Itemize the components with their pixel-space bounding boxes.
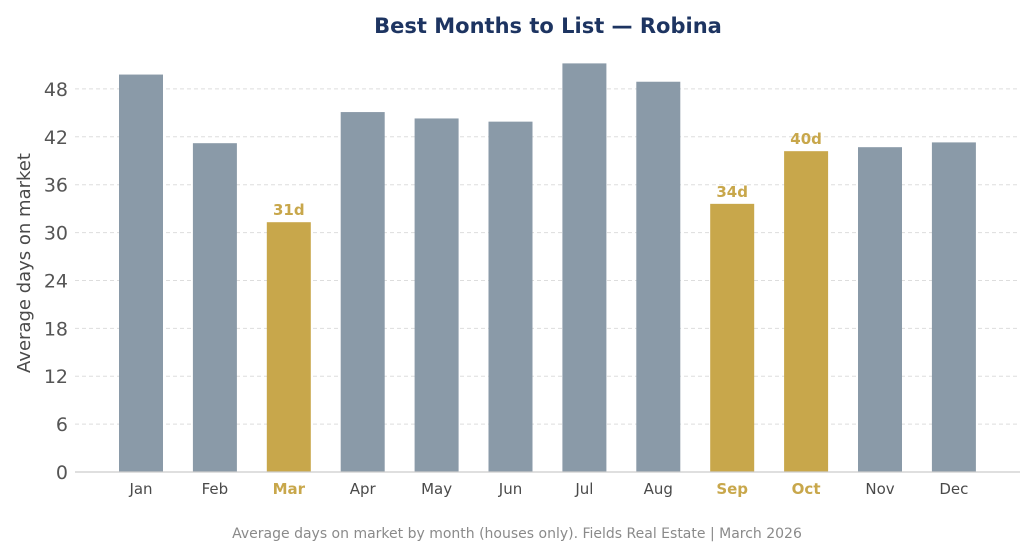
bar-may [414,118,459,473]
bar-dec [931,142,976,472]
bar-feb [192,143,237,472]
y-axis-ticks: 0 6 12 18 24 30 36 42 48 [44,79,68,484]
data-label-oct: 40d [790,130,822,148]
x-tick-label: Mar [273,480,306,498]
y-tick-label: 36 [44,175,68,197]
y-tick-label: 42 [44,127,68,149]
chart-title: Best Months to List — Robina [374,14,722,38]
y-tick-label: 18 [44,318,68,340]
data-labels: 31d 34d 40d [273,130,822,219]
bar-apr [340,112,385,472]
x-axis-ticks: Jan Feb Mar Apr May Jun Jul Aug Sep Oct Nov Dec [128,480,968,498]
x-tick-label: Jun [498,480,522,498]
x-tick-label: Apr [350,480,377,498]
x-tick-label: Aug [644,480,673,498]
x-tick-label: Jul [574,480,593,498]
bar-nov [858,147,902,473]
bar-jul [562,63,607,473]
y-tick-label: 6 [56,414,68,436]
y-tick-label: 24 [44,270,68,292]
bar-jun [488,121,533,473]
bar-sep [710,203,755,472]
y-tick-label: 48 [44,79,68,101]
x-tick-label: Dec [939,480,968,498]
x-tick-label: Feb [202,480,229,498]
y-tick-label: 30 [44,223,68,245]
bars [119,63,976,473]
bar-mar [266,222,311,472]
y-tick-label: 0 [56,462,68,484]
x-tick-label: Nov [865,480,894,498]
x-tick-label: May [421,480,452,498]
x-tick-label: Sep [716,480,748,498]
bar-oct [784,151,829,472]
data-label-sep: 34d [716,183,748,201]
y-axis-label: Average days on market [14,153,35,373]
x-tick-label: Oct [792,480,821,498]
data-label-mar: 31d [273,201,305,219]
chart-footer: Average days on market by month (houses … [232,526,802,542]
bar-aug [636,81,681,472]
bar-jan [119,74,163,473]
y-tick-label: 12 [44,366,68,388]
x-tick-label: Jan [128,480,152,498]
